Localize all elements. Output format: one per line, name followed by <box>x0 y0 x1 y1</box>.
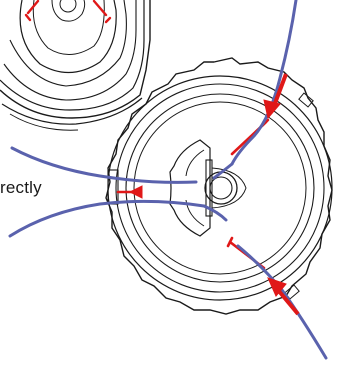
red-arrow-icon <box>128 73 300 316</box>
instruction-text: rectly <box>0 178 42 197</box>
small-trimmer-head-icon <box>0 0 151 131</box>
small-head-red-markers <box>24 0 112 24</box>
large-trimmer-head-icon <box>105 57 333 315</box>
trimmer-line <box>8 0 328 360</box>
